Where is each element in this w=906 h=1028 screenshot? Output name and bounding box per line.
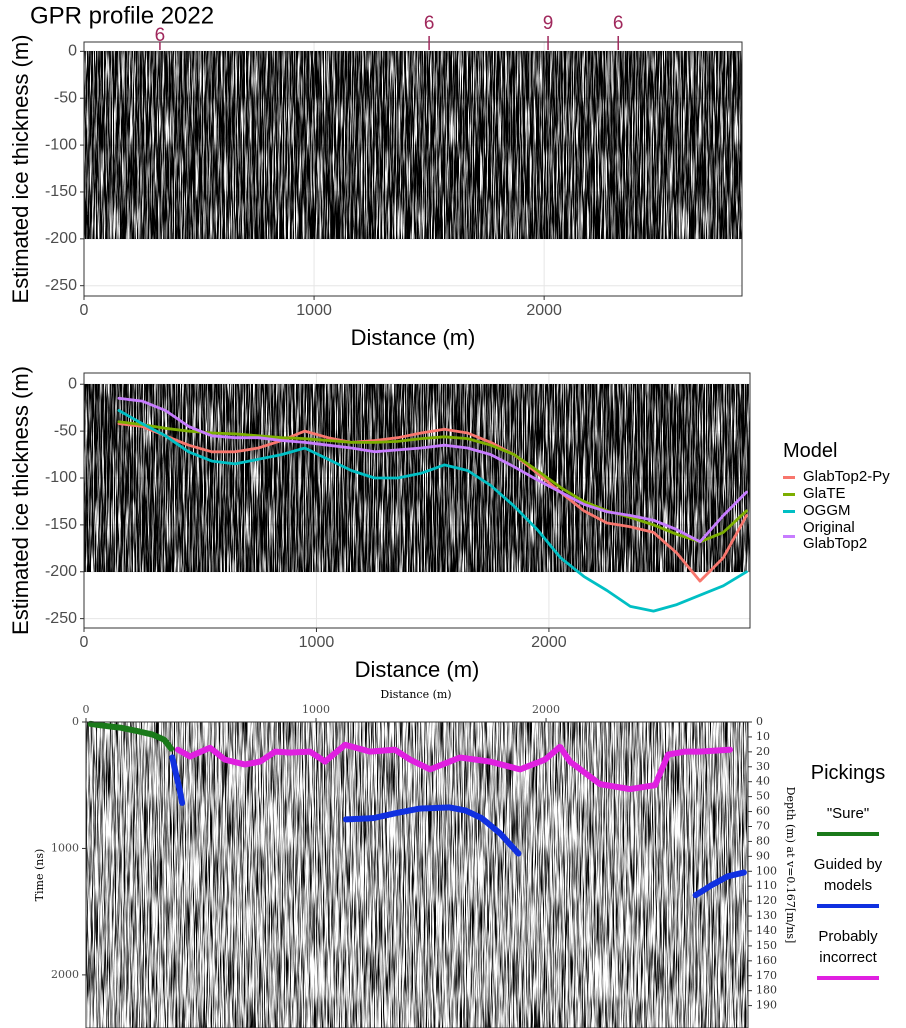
annotation-label: 6 xyxy=(613,13,624,34)
legend-label: "Sure" xyxy=(826,805,870,822)
x-tick-label: 1000 xyxy=(299,634,335,651)
legend-key xyxy=(817,904,879,908)
legend-label: GlabTop2-Py xyxy=(803,468,890,485)
y2-axis-label: Depth (m) at v=0.167[m/ns] xyxy=(784,787,797,944)
y-tick-label: 1000 xyxy=(51,841,79,854)
y-tick-label: -50 xyxy=(54,89,77,106)
annotation-label: 6 xyxy=(424,13,435,34)
x-tick-label: 0 xyxy=(83,703,90,716)
legend-entry: Original GlabTop2 xyxy=(783,520,895,552)
x-tick-label: 0 xyxy=(80,302,89,319)
legend-title: Model xyxy=(783,440,838,462)
x-axis-label: Distance (m) xyxy=(355,657,480,682)
y-tick-label: -250 xyxy=(45,277,77,294)
y2-tick-label: 160 xyxy=(756,954,777,967)
pick-line xyxy=(87,720,175,752)
pick-line xyxy=(175,741,734,793)
legend-label: Guided by models xyxy=(813,856,883,894)
legend-key xyxy=(783,509,795,513)
legend-label: Probably incorrect xyxy=(818,928,878,966)
x-axis-label: Distance (m) xyxy=(380,688,451,701)
y2-tick-label: 20 xyxy=(756,745,770,758)
y-axis-label: Estimated ice thickness (m) xyxy=(8,366,33,635)
legend-entry: OGGM xyxy=(783,503,895,519)
annotation-label: 6 xyxy=(155,25,166,46)
y-tick-label: -200 xyxy=(45,230,77,247)
chart-title: GPR profile 2022 xyxy=(30,2,214,29)
y-tick-label: -100 xyxy=(45,136,77,153)
y2-tick-label: 190 xyxy=(756,999,777,1012)
legend-key xyxy=(783,475,795,479)
y2-tick-label: 150 xyxy=(756,939,777,952)
legend-label: Original GlabTop2 xyxy=(803,519,868,552)
legend: Model GlabTop2-Py GlaTE OGGM Original GlabTo… xyxy=(783,440,895,553)
legend-entry: Probably incorrect xyxy=(793,926,903,980)
y-axis-label: Time (ns) xyxy=(33,849,46,902)
y2-tick-label: 80 xyxy=(756,834,770,847)
y-tick-label: 0 xyxy=(68,375,77,392)
x-tick-label: 0 xyxy=(80,634,89,651)
y2-tick-label: 40 xyxy=(756,775,770,788)
y-tick-label: -150 xyxy=(45,516,77,533)
legend-label: OGGM xyxy=(803,502,851,519)
y2-tick-label: 180 xyxy=(756,984,777,997)
x-tick-label: 2000 xyxy=(526,302,562,319)
radargram xyxy=(84,51,742,239)
legend: Pickings "Sure" Guided by models Probably i… xyxy=(793,762,903,981)
x-tick-label: 1000 xyxy=(296,302,332,319)
y-tick-label: 0 xyxy=(68,43,77,60)
legend-title: Pickings xyxy=(810,762,886,784)
y-tick-label: -200 xyxy=(45,563,77,580)
y2-tick-label: 170 xyxy=(756,969,777,982)
y2-tick-label: 130 xyxy=(756,909,777,922)
legend-entry: "Sure" xyxy=(793,803,903,836)
y2-tick-label: 100 xyxy=(756,864,777,877)
legend-label: GlaTE xyxy=(803,485,846,502)
y2-tick-label: 110 xyxy=(756,879,777,892)
model-line xyxy=(117,420,748,544)
panel: 0 1000 2000 0 -50 -100 -150 -200 -250 Distance (m… xyxy=(8,366,751,682)
y2-tick-label: 30 xyxy=(756,760,770,773)
y2-tick-label: 50 xyxy=(756,790,770,803)
y2-tick-label: 0 xyxy=(756,715,763,728)
legend-key xyxy=(817,832,879,836)
plot-border xyxy=(83,41,743,297)
y2-tick-label: 90 xyxy=(756,849,770,862)
y-tick-label: -100 xyxy=(45,469,77,486)
pick-line xyxy=(169,754,747,899)
legend-entry: GlabTop2-Py xyxy=(783,469,895,485)
legend-key xyxy=(783,492,795,496)
model-line xyxy=(117,422,748,583)
y2-tick-label: 140 xyxy=(756,924,777,937)
y-tick-label: -50 xyxy=(54,422,77,439)
legend-key xyxy=(783,534,795,538)
y2-tick-label: 10 xyxy=(756,730,770,743)
x-tick-label: 2000 xyxy=(532,703,560,716)
y-tick-label: 2000 xyxy=(51,968,79,981)
plot-border xyxy=(83,372,751,629)
plot-border xyxy=(85,721,749,1028)
x-tick-label: 2000 xyxy=(531,634,567,651)
radargram xyxy=(84,384,750,572)
model-line xyxy=(117,409,748,613)
x-tick-label: 1000 xyxy=(302,703,330,716)
y2-tick-label: 60 xyxy=(756,805,770,818)
annotation-label: 9 xyxy=(543,13,554,34)
y-tick-label: -250 xyxy=(45,610,77,627)
legend-entry: GlaTE xyxy=(783,486,895,502)
y-tick-label: -150 xyxy=(45,183,77,200)
panel: 0 1000 2000 0 -50 -100 -150 -200 -250 Distance (m… xyxy=(8,2,743,350)
legend-key xyxy=(817,976,879,980)
y2-tick-label: 120 xyxy=(756,894,777,907)
legend-entry: Guided by models xyxy=(793,854,903,908)
y2-tick-label: 70 xyxy=(756,819,770,832)
radargram xyxy=(86,722,748,1028)
y-axis-label: Estimated ice thickness (m) xyxy=(8,35,33,304)
x-axis-label: Distance (m) xyxy=(351,325,476,350)
model-line xyxy=(117,396,748,544)
y-tick-label: 0 xyxy=(72,715,79,728)
